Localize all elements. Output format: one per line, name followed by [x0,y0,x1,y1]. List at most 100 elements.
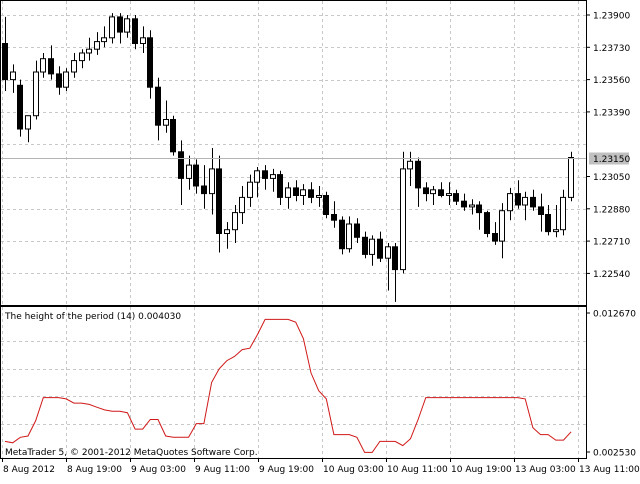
candle-body-bearish [354,223,360,238]
candle-body-bearish [423,187,429,195]
candle-body-bullish [79,52,85,62]
candle-body-bearish [438,189,444,197]
candle [155,77,161,141]
candle-body-bearish [331,214,337,221]
price-tick-label: 1.23900 [593,12,630,22]
candle-body-bullish [239,196,245,214]
candle [201,165,207,209]
candle [117,13,123,44]
candle [132,15,138,50]
time-axis[interactable]: 8 Aug 2012 8 Aug 19:00 9 Aug 03:00 9 Aug 11… [2,458,640,475]
indicator-panel-frame [0,306,587,459]
candle-body-bullish [101,37,107,43]
candle-body-bearish [293,187,299,196]
candle-body-bearish [461,200,467,208]
candle-body-bullish [430,189,436,195]
time-tick-label: 9 Aug 19:00 [259,465,314,475]
current-price-label: 1.23150 [593,155,630,165]
candle-body-bullish [140,37,146,44]
time-tick-label: 13 Aug 03:00 [515,465,576,475]
candle [170,115,176,156]
candle [308,182,314,204]
copyright-text: MetaTrader 5, © 2001-2012 MetaQuotes Sof… [5,448,258,458]
candle-body-bullish [40,58,46,73]
price-tick-label: 1.23050 [593,173,630,183]
candle-body-bullish [94,41,100,50]
candle-body-bullish [346,223,352,250]
candle [224,222,230,249]
candle-body-bullish [63,71,69,88]
candle [316,186,322,207]
candle-body-bullish [285,187,291,198]
candle-body-bearish [48,58,54,75]
candle-body-bearish [178,151,184,179]
candle [186,155,192,190]
main-panel-frame [0,0,587,306]
candle-body-bullish [300,189,306,197]
candle [484,210,490,238]
candle-body-bearish [193,164,199,187]
candle-body-bullish [10,71,16,81]
time-tick-label: 9 Aug 11:00 [195,465,250,475]
candle-body-bearish [545,214,551,233]
candle [216,155,222,253]
candle-body-bullish [33,71,39,117]
candle [71,53,77,78]
candle-body-bearish [530,196,536,208]
candle [369,235,375,266]
candle [492,222,498,245]
candle [79,49,85,69]
candle-body-bearish [117,16,123,33]
candle-body-bearish [201,185,207,195]
candle [530,189,536,211]
price-tick-label: 1.22540 [593,270,630,280]
candle [346,216,352,253]
candle-body-bullish [270,174,276,179]
candle-body-bullish [553,229,559,233]
candle-body-bullish [560,196,566,231]
candle [247,174,253,207]
candle [254,167,260,198]
candle [476,201,482,230]
candle [461,193,467,211]
candle-body-bullish [446,193,452,197]
candle [400,151,406,274]
price-tick-label: 1.23730 [593,44,630,54]
candle-body-bullish [232,212,238,231]
candle [270,168,276,192]
candle-body-bearish [2,43,8,81]
candle [446,182,452,205]
candle-body-bearish [538,206,544,215]
candle [453,189,459,205]
candlestick-series [2,13,574,302]
candle-body-bullish [71,60,77,73]
indicator-tick-label: 0.002530 [593,449,636,459]
candle [331,201,337,228]
time-tick-label: 9 Aug 03:00 [131,465,186,475]
candle [48,45,54,80]
indicator-axis[interactable]: 0.012670 0.002530 [586,310,636,459]
candle-body-bearish [147,37,153,88]
price-axis[interactable]: 1.23900 1.23730 1.23560 1.23390 1.23050 1.228… [586,12,630,280]
candle [469,199,475,215]
candle-body-bullish [568,157,574,198]
candle [17,79,23,137]
candle [438,182,444,198]
candle-body-bearish [17,84,23,130]
candle-body-bullish [247,181,253,198]
candle-body-bullish [316,195,322,198]
candle-body-bearish [392,246,398,271]
candle-body-bullish [186,164,192,179]
time-tick-label: 8 Aug 2012 [3,465,55,475]
candle [147,30,153,99]
candle [2,16,8,91]
candle [109,13,115,44]
candle-body-bearish [132,18,138,44]
candle-body-bearish [216,168,222,234]
candle-body-bullish [109,16,115,39]
candle [239,186,245,224]
candle-body-bearish [515,193,521,206]
candle [362,231,368,259]
